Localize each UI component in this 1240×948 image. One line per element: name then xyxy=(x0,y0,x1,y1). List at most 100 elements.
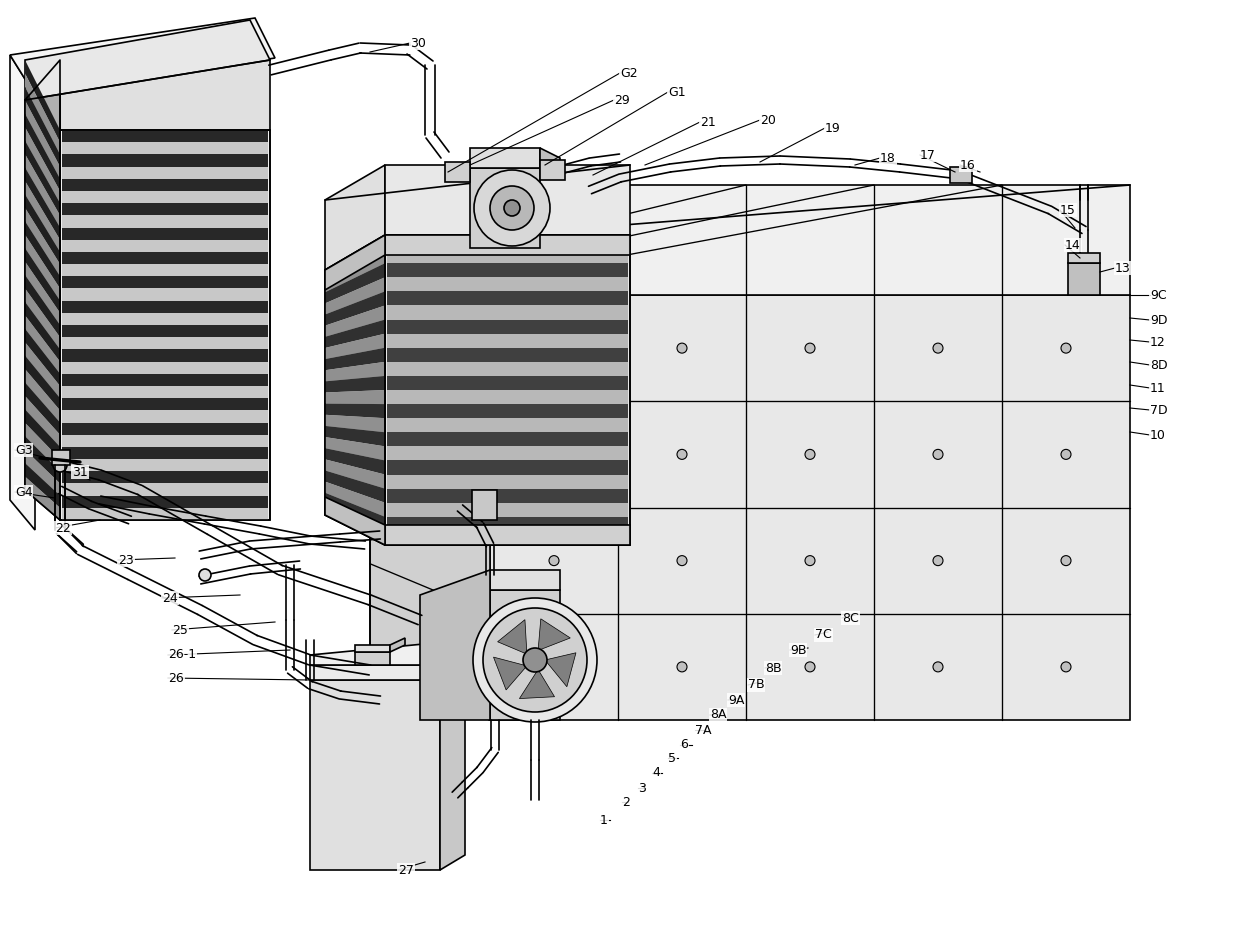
Circle shape xyxy=(677,449,687,460)
Polygon shape xyxy=(325,482,384,517)
Polygon shape xyxy=(494,657,527,690)
Polygon shape xyxy=(387,447,627,461)
Polygon shape xyxy=(490,295,1130,720)
Polygon shape xyxy=(1068,263,1100,295)
Polygon shape xyxy=(25,436,60,483)
Circle shape xyxy=(932,662,942,672)
Text: 17: 17 xyxy=(920,149,936,161)
Polygon shape xyxy=(25,60,60,520)
Text: 8D: 8D xyxy=(1149,358,1168,372)
Polygon shape xyxy=(355,652,391,665)
Polygon shape xyxy=(25,329,60,386)
Polygon shape xyxy=(387,376,627,390)
Polygon shape xyxy=(62,155,268,167)
Text: 19: 19 xyxy=(825,121,841,135)
Text: 25: 25 xyxy=(172,624,188,636)
Polygon shape xyxy=(539,160,565,180)
Polygon shape xyxy=(25,369,60,423)
Polygon shape xyxy=(387,305,627,319)
Polygon shape xyxy=(62,130,268,142)
Polygon shape xyxy=(325,264,384,303)
Polygon shape xyxy=(325,390,384,404)
Polygon shape xyxy=(62,471,268,483)
Polygon shape xyxy=(520,669,554,699)
Polygon shape xyxy=(62,483,268,496)
Text: G3: G3 xyxy=(15,444,32,457)
Polygon shape xyxy=(538,619,570,650)
Polygon shape xyxy=(325,362,384,381)
Polygon shape xyxy=(62,288,268,301)
Polygon shape xyxy=(325,426,384,447)
Polygon shape xyxy=(52,450,69,465)
Polygon shape xyxy=(25,262,60,325)
Text: 21: 21 xyxy=(701,116,715,129)
Polygon shape xyxy=(325,493,384,531)
Polygon shape xyxy=(325,235,384,545)
Polygon shape xyxy=(325,437,384,461)
Polygon shape xyxy=(25,235,60,301)
Polygon shape xyxy=(62,374,268,386)
Polygon shape xyxy=(539,148,560,178)
Polygon shape xyxy=(387,319,627,334)
Polygon shape xyxy=(387,517,627,531)
Text: 20: 20 xyxy=(760,114,776,126)
Polygon shape xyxy=(25,114,60,191)
Text: 7A: 7A xyxy=(694,723,712,737)
Polygon shape xyxy=(387,531,627,545)
Polygon shape xyxy=(325,404,384,418)
Polygon shape xyxy=(950,167,972,183)
Polygon shape xyxy=(62,325,268,337)
Polygon shape xyxy=(325,448,384,475)
Text: 10: 10 xyxy=(1149,428,1166,442)
Circle shape xyxy=(932,449,942,460)
Polygon shape xyxy=(25,194,60,264)
Circle shape xyxy=(677,556,687,566)
Text: 24: 24 xyxy=(162,592,177,605)
Polygon shape xyxy=(325,415,384,432)
Text: 18: 18 xyxy=(880,152,895,165)
Polygon shape xyxy=(325,235,384,282)
Polygon shape xyxy=(387,475,627,488)
Text: 9B: 9B xyxy=(790,644,806,657)
Circle shape xyxy=(805,556,815,566)
Polygon shape xyxy=(325,235,384,290)
Polygon shape xyxy=(62,276,268,288)
Polygon shape xyxy=(62,435,268,447)
Text: 4: 4 xyxy=(652,767,660,779)
Circle shape xyxy=(53,458,67,472)
Polygon shape xyxy=(25,464,60,508)
Polygon shape xyxy=(325,165,384,270)
Polygon shape xyxy=(325,348,384,371)
Polygon shape xyxy=(472,490,497,520)
Polygon shape xyxy=(325,376,384,392)
Circle shape xyxy=(484,608,587,712)
Text: 7D: 7D xyxy=(1149,404,1168,416)
Polygon shape xyxy=(387,488,627,502)
Polygon shape xyxy=(325,334,384,359)
Polygon shape xyxy=(310,640,465,665)
Polygon shape xyxy=(445,162,470,182)
Circle shape xyxy=(1061,343,1071,353)
Polygon shape xyxy=(62,313,268,325)
Polygon shape xyxy=(62,203,268,215)
Polygon shape xyxy=(62,459,268,471)
Polygon shape xyxy=(60,130,270,520)
Text: 15: 15 xyxy=(1060,204,1076,216)
Polygon shape xyxy=(25,342,60,398)
Circle shape xyxy=(549,449,559,460)
Text: 3: 3 xyxy=(639,781,646,794)
Circle shape xyxy=(1061,449,1071,460)
Text: 30: 30 xyxy=(410,37,425,49)
Polygon shape xyxy=(490,590,560,720)
Polygon shape xyxy=(546,653,575,686)
Polygon shape xyxy=(387,348,627,362)
Polygon shape xyxy=(25,477,60,520)
Polygon shape xyxy=(310,680,440,870)
Polygon shape xyxy=(25,396,60,447)
Circle shape xyxy=(805,449,815,460)
Polygon shape xyxy=(25,73,60,155)
Polygon shape xyxy=(62,167,268,179)
Polygon shape xyxy=(325,249,384,292)
Text: 5: 5 xyxy=(668,752,676,764)
Polygon shape xyxy=(325,277,384,315)
